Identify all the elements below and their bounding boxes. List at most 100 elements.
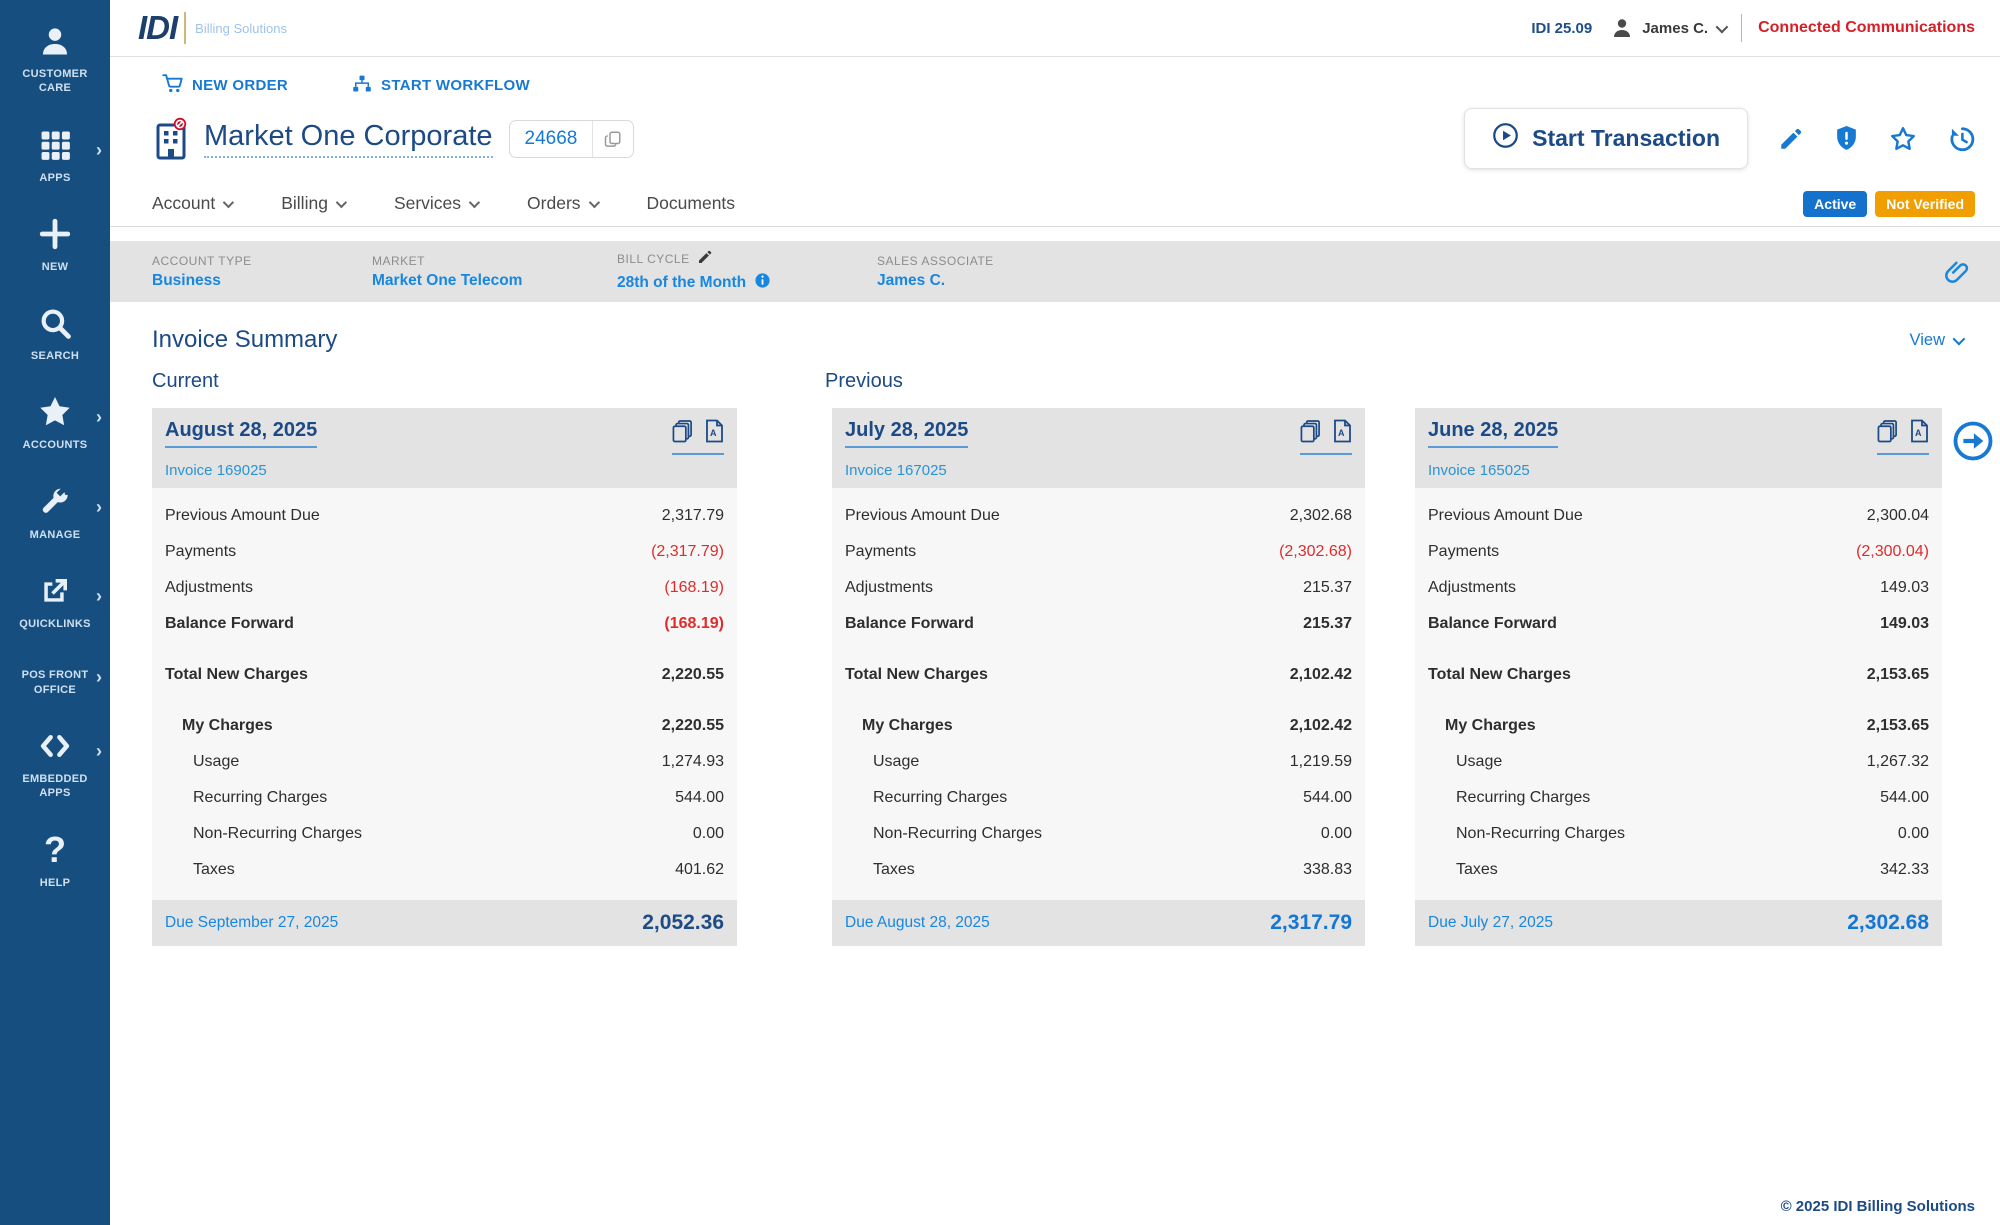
account-name-link[interactable]: Market One Corporate (204, 120, 493, 158)
line-item-value: 215.37 (1303, 615, 1352, 632)
chevron-right-icon: › (96, 139, 102, 160)
sidebar-item-new[interactable]: NEW (0, 215, 110, 274)
line-item-recurring-charges: Recurring Charges 544.00 (845, 780, 1352, 816)
header-right: IDI 25.09 James C. Connected Communicati… (1531, 14, 1975, 42)
invoice-card-body: Previous Amount Due 2,317.79 Payments (2… (152, 488, 737, 900)
tab-account[interactable]: Account (152, 193, 235, 214)
new-order-button[interactable]: NEW ORDER (162, 73, 288, 98)
invoice-date-link[interactable]: July 28, 2025 (845, 419, 969, 448)
line-item-label: Payments (845, 543, 917, 560)
tab-billing[interactable]: Billing (281, 193, 348, 214)
pdf-icon[interactable]: A (705, 419, 724, 448)
invoice-number-link[interactable]: Invoice 167025 (845, 462, 947, 479)
invoice-due-date-link[interactable]: Due August 28, 2025 (845, 914, 990, 931)
sidebar-item-pos-front-office[interactable]: POS FRONT OFFICE › (0, 661, 110, 697)
info-field-value[interactable]: Business (152, 271, 221, 289)
pdf-icon[interactable]: A (1333, 419, 1352, 448)
alert-shield-button[interactable] (1834, 125, 1859, 152)
invoice-card-header: August 28, 2025 A Invoice 169025 (152, 408, 737, 488)
invoice-card-actions: A (1300, 419, 1352, 455)
invoice-number-link[interactable]: Invoice 165025 (1428, 462, 1530, 479)
copy-invoice-icon[interactable] (1877, 419, 1898, 448)
invoice-card-july-28-2025: July 28, 2025 A Invoice 167025 Previous … (832, 408, 1365, 946)
line-item-label: Adjustments (1428, 579, 1517, 596)
sidebar-item-customer-care[interactable]: CUSTOMER CARE (0, 22, 110, 96)
tab-documents[interactable]: Documents (647, 193, 736, 214)
sidebar-item-apps[interactable]: APPS › (0, 126, 110, 185)
invoice-number-link[interactable]: Invoice 169025 (165, 462, 267, 479)
tab-services[interactable]: Services (394, 193, 481, 214)
sidebar-item-accounts[interactable]: ACCOUNTS › (0, 393, 110, 452)
line-item-value: 2,102.42 (1289, 666, 1352, 683)
copy-account-id-button[interactable] (592, 120, 633, 157)
line-item-value: 338.83 (1303, 861, 1352, 878)
chevron-right-icon: › (96, 740, 102, 761)
external-icon (39, 572, 71, 610)
sidebar-item-help[interactable]: ? HELP (0, 831, 110, 890)
sidebar-item-search[interactable]: SEARCH (0, 304, 110, 363)
line-item-non-recurring-charges: Non-Recurring Charges 0.00 (845, 816, 1352, 852)
chevron-down-icon (588, 196, 600, 208)
line-item-taxes: Taxes 342.33 (1428, 852, 1929, 888)
info-field-value[interactable]: 28th of the Month (617, 274, 747, 291)
invoice-summary-header: Invoice Summary View (152, 326, 1980, 354)
invoice-due-date-link[interactable]: Due September 27, 2025 (165, 914, 339, 931)
invoice-due-date-link[interactable]: Due July 27, 2025 (1428, 914, 1553, 931)
edit-pencil-icon[interactable] (697, 249, 713, 268)
info-field-value[interactable]: Market One Telecom (372, 271, 523, 289)
sidebar-item-quicklinks[interactable]: QUICKLINKS › (0, 572, 110, 631)
sidebar-item-label: MANAGE (29, 528, 81, 541)
pdf-icon[interactable]: A (1910, 419, 1929, 448)
next-invoices-button[interactable] (1952, 420, 1994, 467)
line-item-value: 1,219.59 (1289, 753, 1352, 770)
line-item-label: Usage (1456, 753, 1503, 770)
status-badge-active: Active (1803, 190, 1868, 217)
info-field-value[interactable]: James C. (877, 271, 946, 289)
app-version: IDI 25.09 (1531, 19, 1593, 37)
line-item-value: 544.00 (675, 789, 724, 806)
invoice-total: 2,317.79 (1270, 911, 1352, 934)
tab-label: Documents (646, 193, 736, 213)
line-item-recurring-charges: Recurring Charges 544.00 (165, 780, 724, 816)
user-menu[interactable]: James C. (1610, 16, 1729, 40)
invoice-date-link[interactable]: June 28, 2025 (1428, 419, 1559, 448)
line-item-recurring-charges: Recurring Charges 544.00 (1428, 780, 1929, 816)
line-item-value: 544.00 (1303, 789, 1352, 806)
copy-invoice-icon[interactable] (672, 419, 693, 448)
line-item-label: Balance Forward (845, 615, 974, 632)
tab-label: Billing (281, 193, 328, 213)
line-item-label: Recurring Charges (1456, 789, 1591, 806)
line-item-label: Payments (165, 543, 237, 560)
tab-orders[interactable]: Orders (527, 193, 600, 214)
view-dropdown[interactable]: View (1910, 331, 1966, 350)
line-item-label: Adjustments (165, 579, 254, 596)
line-item-label: Balance Forward (165, 615, 294, 632)
idi-logo[interactable]: IDI Billing Solutions (138, 9, 287, 47)
invoice-summary-title: Invoice Summary (152, 326, 338, 353)
invoice-date-link[interactable]: August 28, 2025 (165, 419, 318, 448)
attachments-paperclip-button[interactable] (1944, 258, 1970, 286)
account-actions: Start Transaction (1464, 108, 1975, 169)
copy-invoice-icon[interactable] (1300, 419, 1321, 448)
edit-account-button[interactable] (1778, 126, 1804, 152)
line-item-label: Total New Charges (165, 666, 308, 683)
sidebar-item-label: HELP (39, 876, 71, 889)
line-item-value: 2,302.68 (1289, 507, 1352, 524)
start-transaction-label: Start Transaction (1532, 125, 1720, 151)
user-name: James C. (1642, 19, 1709, 37)
sidebar-item-embedded-apps[interactable]: EMBEDDED APPS › (0, 727, 110, 801)
line-item-value: (2,302.68) (1279, 543, 1352, 560)
history-button[interactable] (1947, 125, 1975, 153)
info-icon[interactable] (754, 272, 771, 294)
sidebar-item-manage[interactable]: MANAGE › (0, 483, 110, 542)
line-item-value: (168.19) (664, 579, 724, 596)
line-item-label: Non-Recurring Charges (873, 825, 1042, 842)
line-item-value: 0.00 (692, 825, 724, 842)
start-transaction-button[interactable]: Start Transaction (1464, 108, 1748, 169)
info-field-label: ACCOUNT TYPE (152, 253, 252, 268)
invoice-card-june-28-2025: June 28, 2025 A Invoice 165025 Previous … (1415, 408, 1942, 946)
line-item-adjustments: Adjustments (168.19) (165, 570, 724, 606)
favorite-star-button[interactable] (1889, 125, 1917, 153)
start-workflow-button[interactable]: START WORKFLOW (352, 73, 530, 98)
